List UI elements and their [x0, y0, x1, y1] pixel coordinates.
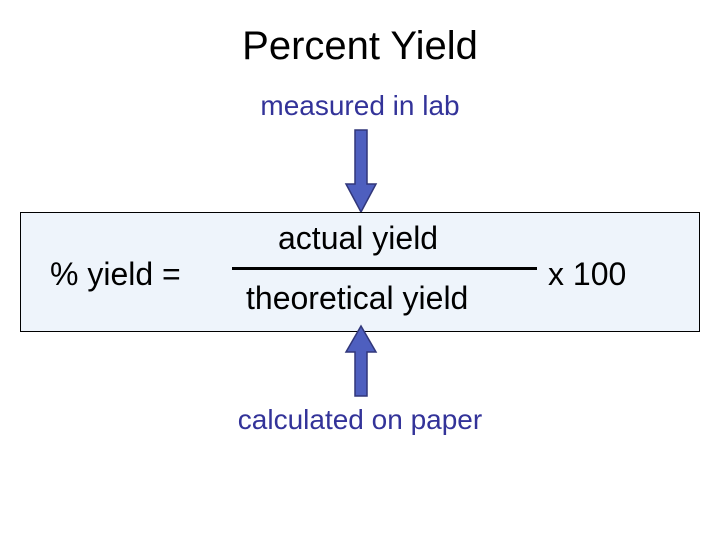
formula-denominator: theoretical yield: [246, 280, 468, 317]
formula-numerator: actual yield: [278, 220, 438, 257]
arrow-down-icon: [346, 130, 376, 212]
arrow-up-icon: [346, 326, 376, 396]
slide-title: Percent Yield: [0, 24, 720, 69]
annotation-top: measured in lab: [0, 90, 720, 122]
formula-lhs: % yield =: [50, 256, 181, 293]
formula-multiplier: x 100: [548, 256, 626, 293]
annotation-bottom: calculated on paper: [0, 404, 720, 436]
fraction-line: [232, 267, 537, 270]
